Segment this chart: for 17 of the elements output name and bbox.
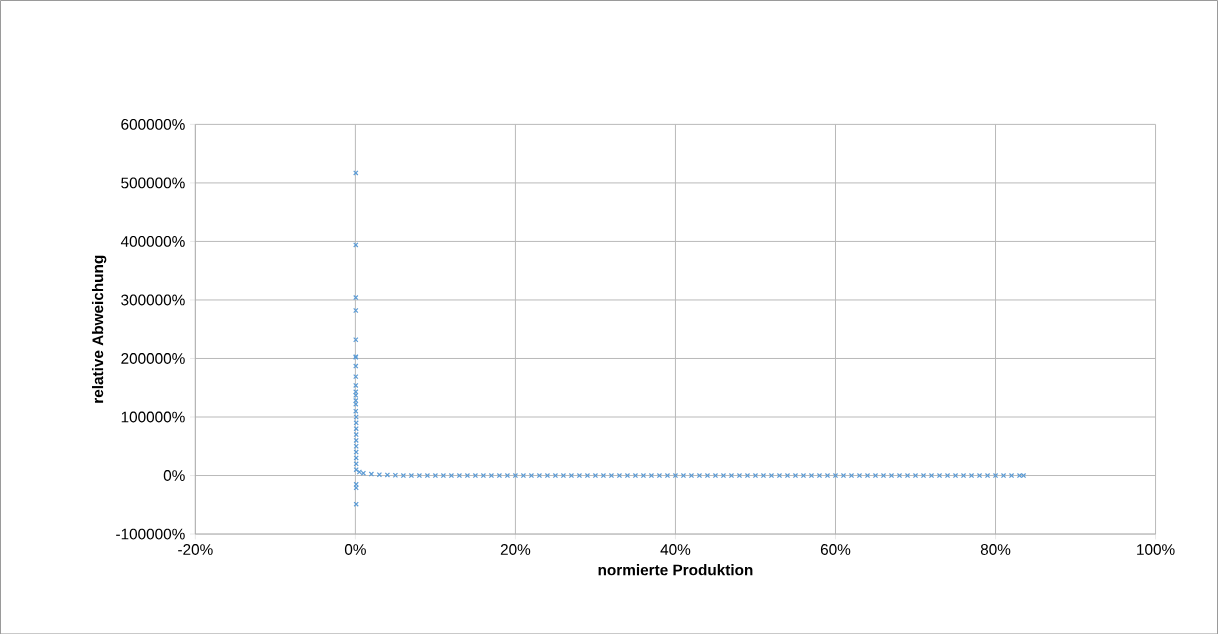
y-tick-label: 300000%	[121, 294, 185, 306]
y-tick-label: 400000%	[120, 235, 185, 247]
x-tick-label: -20%	[178, 543, 213, 555]
x-tick-label: 40%	[660, 543, 691, 555]
x-tick-label: 20%	[500, 543, 531, 555]
y-tick-label: 600000%	[121, 118, 185, 130]
x-tick-label: 80%	[980, 543, 1011, 555]
x-tick-label: 100%	[1137, 543, 1175, 555]
y-tick-label: 500000%	[121, 177, 185, 189]
y-tick-label: 0%	[163, 469, 185, 481]
y-axis-title: relative Abweichung	[91, 255, 107, 403]
x-tick-label: 60%	[820, 543, 851, 555]
x-axis-title: normierte Produktion	[598, 563, 753, 576]
y-tick-label: 200000%	[121, 352, 185, 364]
y-tick-label: -100000%	[116, 528, 185, 540]
x-tick-label: 0%	[344, 543, 366, 555]
y-tick-label: 100000%	[121, 411, 185, 423]
